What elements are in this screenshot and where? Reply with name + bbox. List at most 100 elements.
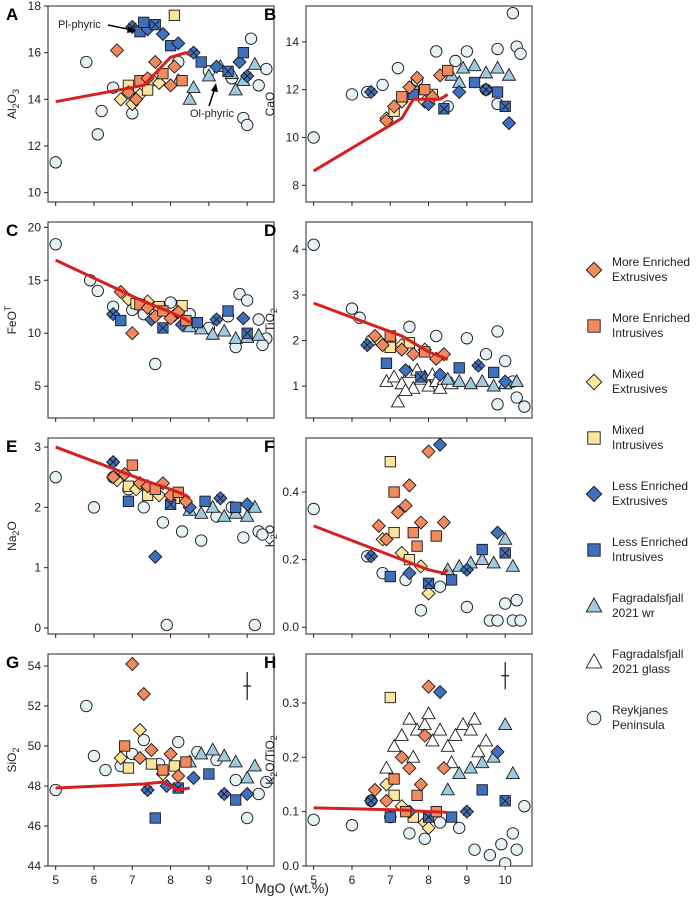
point-fag-wr	[497, 716, 513, 731]
legend-label-me_ext: More Enriched Extrusives	[612, 255, 690, 284]
point-less-enriched-cross	[362, 340, 372, 350]
point-reykjanes	[460, 45, 474, 58]
y-tick-label: 16	[28, 46, 42, 60]
legend-marker-mix_int	[587, 431, 601, 445]
y-axis-label-part: O	[5, 94, 19, 103]
point-mixed	[388, 789, 400, 801]
point-reykjanes	[479, 348, 493, 361]
point-less-enriched	[488, 366, 500, 379]
point-more-enriched	[396, 91, 408, 103]
legend-label-line: Less Enriched	[612, 535, 688, 549]
legend-item-le_int: Less Enriched Intrusives	[587, 535, 688, 564]
legend-item-me_int: More Enriched Intrusives	[587, 311, 690, 340]
point-reykjanes	[99, 763, 112, 777]
point-fag-wr	[440, 371, 455, 385]
point-more-enriched	[419, 84, 431, 96]
point-fag-wr	[501, 67, 517, 81]
y-axis-label-part: O	[5, 521, 19, 530]
point-more-enriched	[105, 470, 121, 485]
point-reykjanes	[430, 329, 443, 343]
y-axis-label: FeOT	[3, 305, 19, 334]
point-less-enriched	[501, 115, 517, 131]
point-less-enriched	[432, 367, 448, 382]
point-less-enriched-cross-stroke	[166, 500, 175, 509]
point-less-enriched	[186, 770, 201, 786]
point-less-enriched-cross	[212, 315, 221, 324]
y-axis-label-part: 2	[269, 308, 279, 313]
y-tick-label: 12	[286, 83, 300, 97]
point-less-enriched-cross	[242, 328, 252, 338]
plot-area	[49, 445, 269, 632]
point-less-enriched-cross	[500, 102, 510, 111]
point-more-enriched	[379, 793, 394, 808]
point-fag-glass	[390, 394, 406, 408]
point-more-enriched	[406, 347, 421, 362]
point-less-enriched	[209, 59, 224, 74]
point-reykjanes	[307, 131, 320, 144]
point-reykjanes	[172, 735, 185, 749]
legend-label-line: Mixed	[612, 367, 644, 381]
panel-letter: G	[6, 653, 19, 672]
point-fag-wr	[228, 754, 243, 768]
x-tick-label: 8	[425, 873, 432, 887]
legend-label-line: Fagradalsfjall	[612, 591, 683, 605]
y-axis-label: SiO2	[5, 747, 21, 772]
point-fag-glass	[478, 733, 494, 747]
point-reykjanes	[229, 773, 242, 787]
point-less-enriched-cross	[143, 785, 152, 795]
point-more-enriched	[379, 532, 394, 547]
point-more-enriched	[367, 782, 383, 798]
point-less-enriched	[222, 305, 234, 317]
point-less-enriched-cross-stroke	[439, 104, 449, 114]
legend-marker-le_ext	[585, 485, 603, 503]
point-more-enriched	[157, 68, 169, 80]
point-less-enriched	[138, 16, 150, 28]
point-more-enriched	[407, 526, 419, 539]
point-fag-wr	[474, 373, 490, 387]
point-more-enriched	[386, 99, 402, 114]
y-tick-label: 48	[28, 779, 42, 793]
point-reykjanes	[175, 525, 189, 538]
y-tick-label: 0.1	[282, 805, 299, 819]
point-less-enriched-cross	[366, 551, 376, 561]
point-more-enriched	[394, 750, 409, 765]
point-more-enriched	[402, 761, 417, 776]
panels-group: A1012141618Al2O3Pl-phyricOl-phyricB81012…	[3, 0, 533, 887]
point-less-enriched-cross	[150, 20, 160, 29]
y-tick-label: 1	[292, 379, 299, 393]
point-fag-glass	[463, 722, 478, 736]
point-fag-glass	[432, 722, 448, 736]
legend-item-le_ext: Less Enriched Extrusives	[585, 479, 688, 508]
point-less-enriched-cross-stroke	[424, 578, 433, 588]
point-reykjanes	[95, 104, 108, 118]
point-reykjanes	[391, 61, 405, 75]
point-less-enriched-cross	[166, 500, 175, 509]
y-axis-label-part: 3	[11, 89, 21, 94]
legend-item-mix_int: Mixed Intrusives	[587, 423, 663, 452]
point-less-enriched-cross-stroke	[462, 807, 472, 816]
legend-label-line: More Enriched	[612, 255, 690, 269]
y-tick-label: 1	[34, 561, 41, 575]
plot-area	[307, 238, 531, 413]
point-reykjanes	[510, 594, 523, 607]
y-axis-label-part: O	[263, 525, 277, 534]
point-less-enriched-cross	[500, 796, 510, 806]
point-mixed	[113, 92, 128, 107]
y-axis-label: Na2O	[5, 521, 21, 551]
point-more-enriched	[394, 342, 409, 357]
x-tick-label: 7	[387, 873, 394, 887]
point-more-enriched	[167, 59, 182, 74]
point-fag-wr	[201, 68, 217, 82]
y-axis-label-part: T	[3, 305, 13, 311]
point-less-enriched	[230, 794, 242, 806]
point-reykjanes	[376, 78, 389, 92]
point-fag-wr	[251, 327, 266, 341]
point-more-enriched	[128, 92, 144, 107]
point-reykjanes	[244, 32, 258, 45]
point-less-enriched-cross	[424, 578, 433, 588]
point-reykjanes	[241, 294, 254, 307]
point-more-enriched	[132, 750, 148, 766]
plot-area	[49, 9, 273, 169]
point-mixed	[122, 762, 135, 774]
